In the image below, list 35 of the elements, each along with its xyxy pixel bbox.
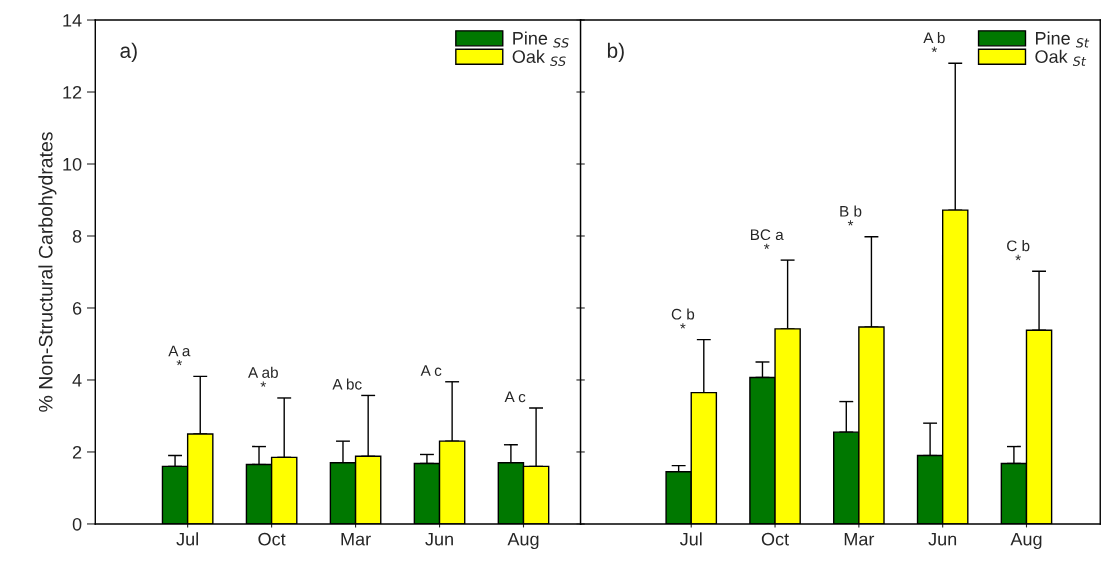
x-tick-label: Oct	[258, 532, 286, 546]
y-tick-label: 14	[63, 14, 82, 27]
annotation: C b *	[1007, 240, 1030, 261]
x-tick-label: Mar	[341, 532, 371, 546]
annotation: A a *	[168, 345, 191, 366]
x-tick-label: Jun	[928, 532, 957, 546]
y-tick-label: 8	[72, 229, 82, 243]
y-tick-label: 2	[72, 445, 82, 459]
legend-label: Oak $_{St}$	[1035, 49, 1087, 66]
annotation: B b *	[840, 205, 862, 226]
y-tick-label: 0	[72, 517, 82, 531]
y-tick-label: 4	[72, 374, 82, 387]
annotation: A ab *	[248, 366, 278, 387]
x-tick-label: Mar	[844, 532, 875, 546]
annotation: A bc	[332, 378, 362, 390]
annotation: BC a *	[750, 229, 784, 250]
x-tick-label: Jul	[679, 532, 702, 546]
y-tick-label: 12	[63, 85, 82, 99]
x-tick-label: Oct	[761, 532, 789, 546]
legend-label: Pine $_{SS}$	[513, 31, 569, 48]
y-axis-title: % Non-Structural Carbohydrates	[38, 132, 57, 412]
text: a)	[120, 42, 137, 63]
annotation: A b *	[923, 31, 945, 53]
x-tick-label: Jun	[425, 532, 453, 546]
x-tick-label: Jul	[176, 532, 198, 546]
y-tick-label: 10	[63, 157, 82, 171]
annotation: A c	[420, 365, 442, 376]
y-tick-label: 6	[72, 301, 82, 315]
x-tick-label: Aug	[1010, 532, 1042, 550]
annotation: A c	[504, 391, 526, 403]
annotation: C b *	[671, 308, 695, 329]
legend-label: Pine $_{St}$	[1036, 31, 1090, 48]
x-tick-label: Aug	[507, 532, 539, 550]
legend-label: Oak $_{SS}$	[512, 49, 566, 66]
text: b)	[607, 42, 624, 63]
